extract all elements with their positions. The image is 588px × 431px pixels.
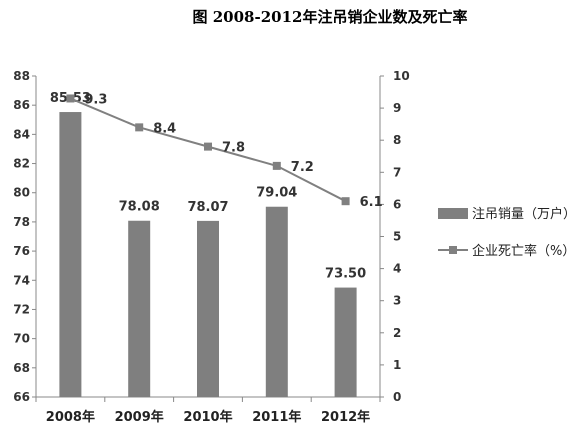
bar xyxy=(197,220,219,397)
y-left-tick-label: 78 xyxy=(13,215,30,229)
y-right-tick-label: 1 xyxy=(393,358,401,372)
y-left-tick-label: 80 xyxy=(13,186,30,200)
chart-title: 图 2008-2012年注吊销企业数及死亡率 xyxy=(193,8,468,26)
y-left-tick-label: 86 xyxy=(13,98,30,112)
x-tick-label: 2011年 xyxy=(252,409,301,425)
line-data-label: 8.4 xyxy=(153,121,176,136)
bar xyxy=(334,287,357,397)
plot-area: 6668707274767880828486880123456789102008… xyxy=(13,69,409,425)
line-point xyxy=(204,142,212,151)
line-data-label: 6.1 xyxy=(360,195,383,210)
bar xyxy=(128,220,151,397)
legend-line-marker xyxy=(449,246,457,254)
bar-data-label: 73.50 xyxy=(325,267,366,282)
bar-data-label: 78.07 xyxy=(187,200,228,215)
y-left-tick-label: 88 xyxy=(13,69,30,83)
bar-data-label: 78.08 xyxy=(119,200,160,215)
bar xyxy=(59,112,82,397)
bar-data-label: 79.04 xyxy=(256,186,297,201)
x-tick-label: 2009年 xyxy=(115,409,164,425)
line-point xyxy=(66,94,75,103)
y-left-tick-label: 66 xyxy=(13,390,30,404)
y-left-tick-label: 74 xyxy=(13,273,30,287)
line-point xyxy=(272,161,281,170)
y-right-tick-label: 0 xyxy=(393,390,401,404)
y-left-tick-label: 76 xyxy=(13,244,30,258)
y-right-tick-label: 4 xyxy=(393,262,401,276)
y-right-tick-label: 9 xyxy=(393,101,401,115)
y-right-tick-label: 7 xyxy=(393,165,401,179)
y-left-tick-label: 70 xyxy=(13,332,30,346)
line-point xyxy=(341,197,350,206)
x-tick-label: 2010年 xyxy=(183,409,232,425)
line-point xyxy=(135,123,144,132)
legend-line-label: 企业死亡率（%） xyxy=(472,243,575,259)
y-right-tick-label: 3 xyxy=(393,294,401,308)
y-left-tick-label: 82 xyxy=(13,157,30,171)
line-data-label: 9.3 xyxy=(84,92,107,107)
line-data-label: 7.8 xyxy=(222,141,245,156)
legend-bar-label: 注吊销量（万户） xyxy=(472,206,576,222)
y-right-tick-label: 10 xyxy=(393,69,410,83)
y-left-tick-label: 84 xyxy=(13,127,30,141)
bar xyxy=(265,206,288,397)
x-tick-label: 2012年 xyxy=(321,409,370,425)
y-right-tick-label: 2 xyxy=(393,326,401,340)
y-right-tick-label: 8 xyxy=(393,133,401,147)
y-left-tick-label: 72 xyxy=(13,302,30,316)
x-tick-label: 2008年 xyxy=(46,409,95,425)
legend: 注吊销量（万户） 企业死亡率（%） xyxy=(438,206,576,259)
y-left-tick-label: 68 xyxy=(13,361,30,375)
line-data-label: 7.2 xyxy=(291,160,314,175)
y-right-tick-label: 5 xyxy=(393,230,401,244)
y-right-tick-label: 6 xyxy=(393,197,401,211)
legend-bar-swatch xyxy=(438,208,468,219)
